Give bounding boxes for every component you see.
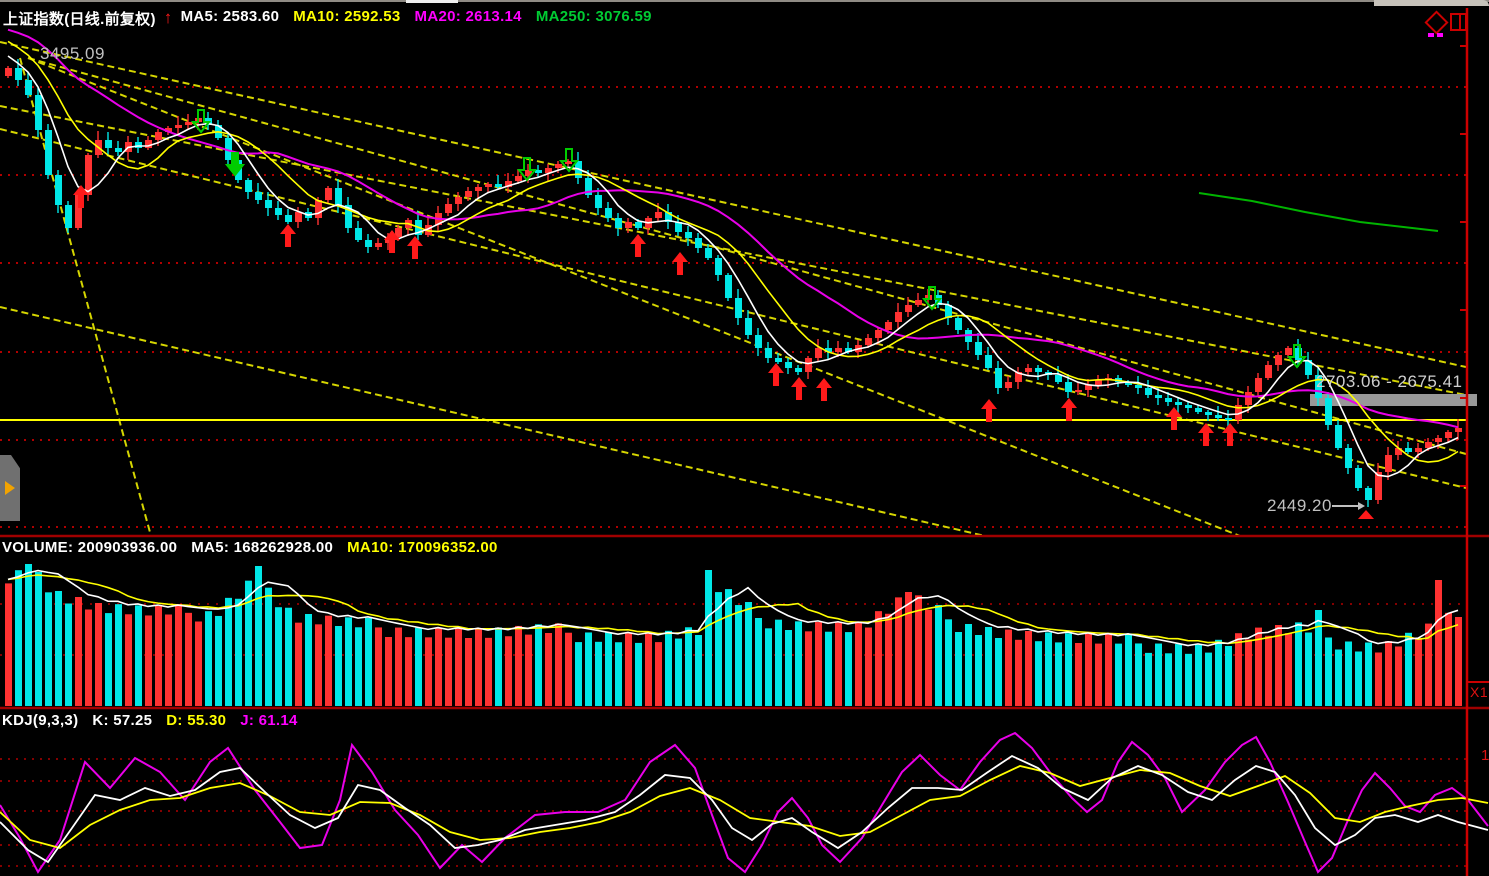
kdj-j-line — [0, 731, 1489, 874]
window-top-corner — [1374, 0, 1489, 6]
ma5-value: MA5: 2583.60 — [180, 8, 280, 25]
main-header: 上证指数(日线.前复权) ↑ MA5: 2583.60 MA10: 2592.5… — [3, 8, 652, 29]
kdj-d-line — [0, 765, 1489, 849]
buy-arrow-icon — [407, 236, 423, 259]
kdj-j-value: J: 61.14 — [240, 712, 298, 729]
buy-arrow-icon — [630, 234, 646, 257]
volume-ma10-line — [7, 574, 1459, 645]
x1-label: X1 — [1470, 684, 1489, 700]
magenta-dot-icon — [1428, 33, 1434, 37]
signal-markers-layer — [73, 109, 1374, 519]
buy-arrow-icon — [791, 377, 807, 400]
sell-arrow-icon — [921, 286, 943, 311]
range-label: 2703.06 - 2675.41 — [1316, 372, 1463, 391]
magenta-dot-icon — [1437, 33, 1443, 37]
left-panel-expander-tab[interactable] — [0, 455, 20, 521]
sell-arrow-icon — [190, 109, 212, 134]
low-price-label: 2449.20 — [1267, 496, 1332, 515]
ma250-line — [1198, 192, 1439, 232]
ma10-line — [7, 40, 1459, 463]
sell-arrow-icon — [224, 152, 246, 177]
ma20-value: MA20: 2613.14 — [414, 8, 522, 25]
split-window-divider — [1459, 15, 1461, 29]
buy-arrow-icon — [384, 230, 400, 253]
expand-arrow-icon — [5, 481, 15, 495]
volume-header: VOLUME: 200903936.00 MA5: 168262928.00 M… — [2, 539, 498, 556]
split-window-icon[interactable] — [1450, 13, 1467, 31]
up-arrow-icon: ↑ — [163, 8, 173, 27]
buy-arrow-icon — [768, 363, 784, 386]
window-top-edge-highlight — [406, 0, 458, 3]
candles-layer — [5, 59, 1462, 507]
kdj-name: KDJ(9,3,3) — [2, 712, 79, 729]
buy-arrow-icon — [1061, 398, 1077, 421]
kdj-header: KDJ(9,3,3) K: 57.25 D: 55.30 J: 61.14 — [2, 712, 298, 729]
volume-ma10-value: MA10: 170096352.00 — [347, 539, 498, 556]
sell-arrow-icon — [516, 157, 538, 182]
ma10-value: MA10: 2592.53 — [293, 8, 401, 25]
volume-value: VOLUME: 200903936.00 — [2, 539, 178, 556]
buy-arrow-icon — [1166, 407, 1182, 430]
ma20-line — [7, 28, 1459, 429]
right-margin-partial-label: 1 — [1481, 747, 1489, 764]
buy-arrow-icon — [981, 399, 997, 422]
instrument-title: 上证指数(日线.前复权) — [3, 11, 156, 28]
buy-arrow-icon — [672, 252, 688, 275]
peak-price-label: 3495.09 — [40, 44, 105, 63]
volume-ma5-value: MA5: 168262928.00 — [191, 539, 334, 556]
sell-arrow-icon — [558, 148, 580, 173]
kdj-k-value: K: 57.25 — [92, 712, 153, 729]
window-top-edge — [0, 0, 1489, 2]
buy-arrow-icon — [1222, 423, 1238, 446]
buy-arrow-icon — [816, 378, 832, 401]
volume-ma5-line — [7, 569, 1459, 647]
trend-channel-layer — [0, 41, 1467, 537]
kdj-k-line — [0, 754, 1489, 864]
frame-layer — [0, 8, 1489, 876]
kdj-d-value: D: 55.30 — [166, 712, 227, 729]
buy-arrow-icon — [73, 185, 89, 208]
volume-bars-layer — [5, 564, 1462, 706]
sell-arrow-icon — [1286, 344, 1308, 369]
ma250-value: MA250: 3076.59 — [535, 8, 652, 25]
ma5-line — [7, 55, 1459, 478]
buy-arrow-icon — [1198, 423, 1214, 446]
buy-arrow-icon — [280, 224, 296, 247]
